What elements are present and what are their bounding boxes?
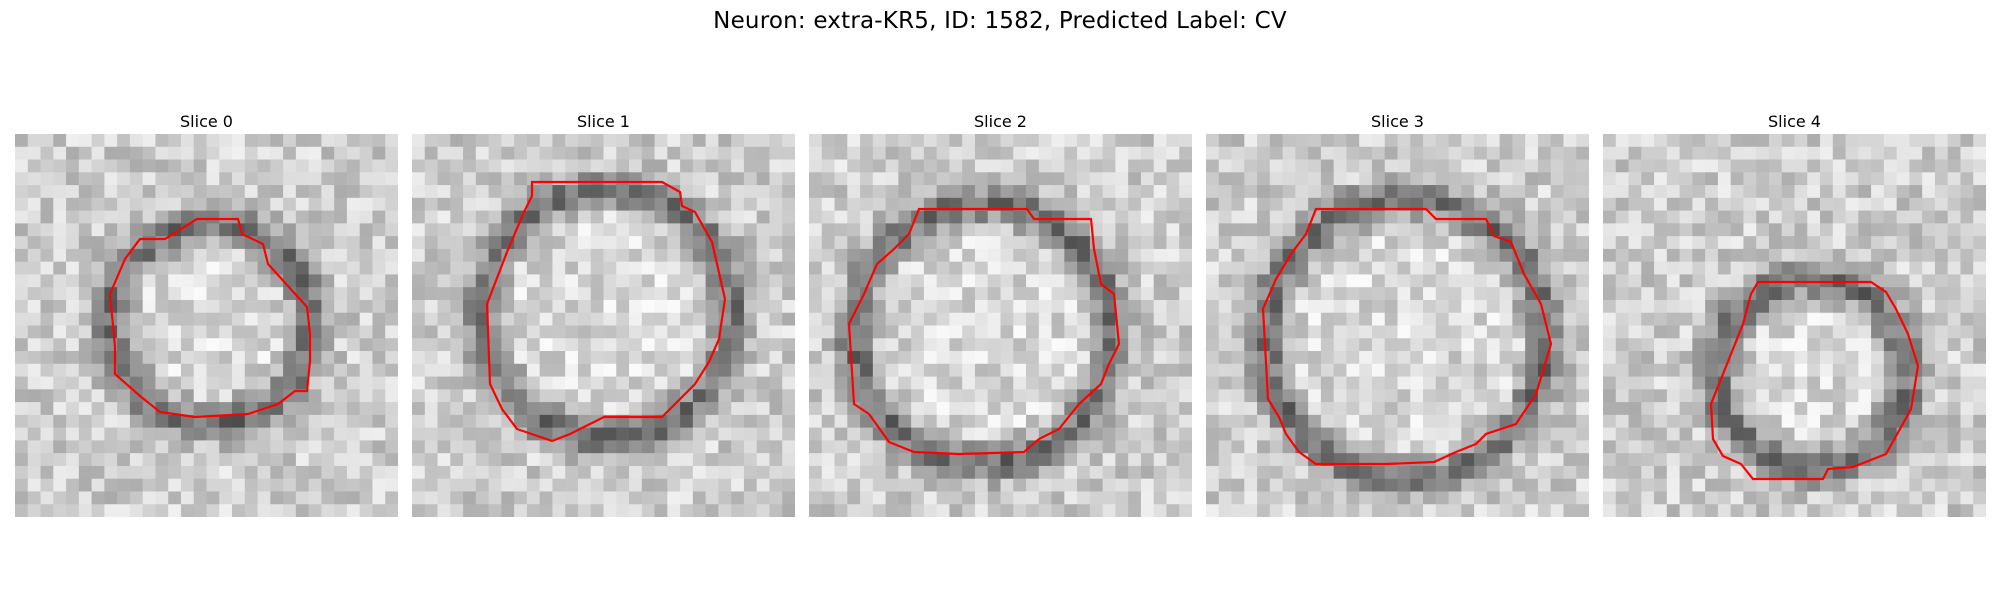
slice-title: Slice 2 [809, 110, 1192, 134]
slice-panel-4: Slice 4 [1603, 110, 1986, 517]
slice-title: Slice 0 [15, 110, 398, 134]
slice-title: Slice 3 [1206, 110, 1589, 134]
slice-panel-3: Slice 3 [1206, 110, 1589, 517]
slice-title: Slice 1 [412, 110, 795, 134]
slice-title: Slice 4 [1603, 110, 1986, 134]
slice-panel-1: Slice 1 [412, 110, 795, 517]
slice-image [809, 134, 1192, 517]
slice-image [1206, 134, 1589, 517]
figure-title: Neuron: extra-KR5, ID: 1582, Predicted L… [0, 8, 2000, 34]
slice-image [15, 134, 398, 517]
slice-panel-0: Slice 0 [15, 110, 398, 517]
slice-panel-2: Slice 2 [809, 110, 1192, 517]
slice-image [412, 134, 795, 517]
slice-image [1603, 134, 1986, 517]
